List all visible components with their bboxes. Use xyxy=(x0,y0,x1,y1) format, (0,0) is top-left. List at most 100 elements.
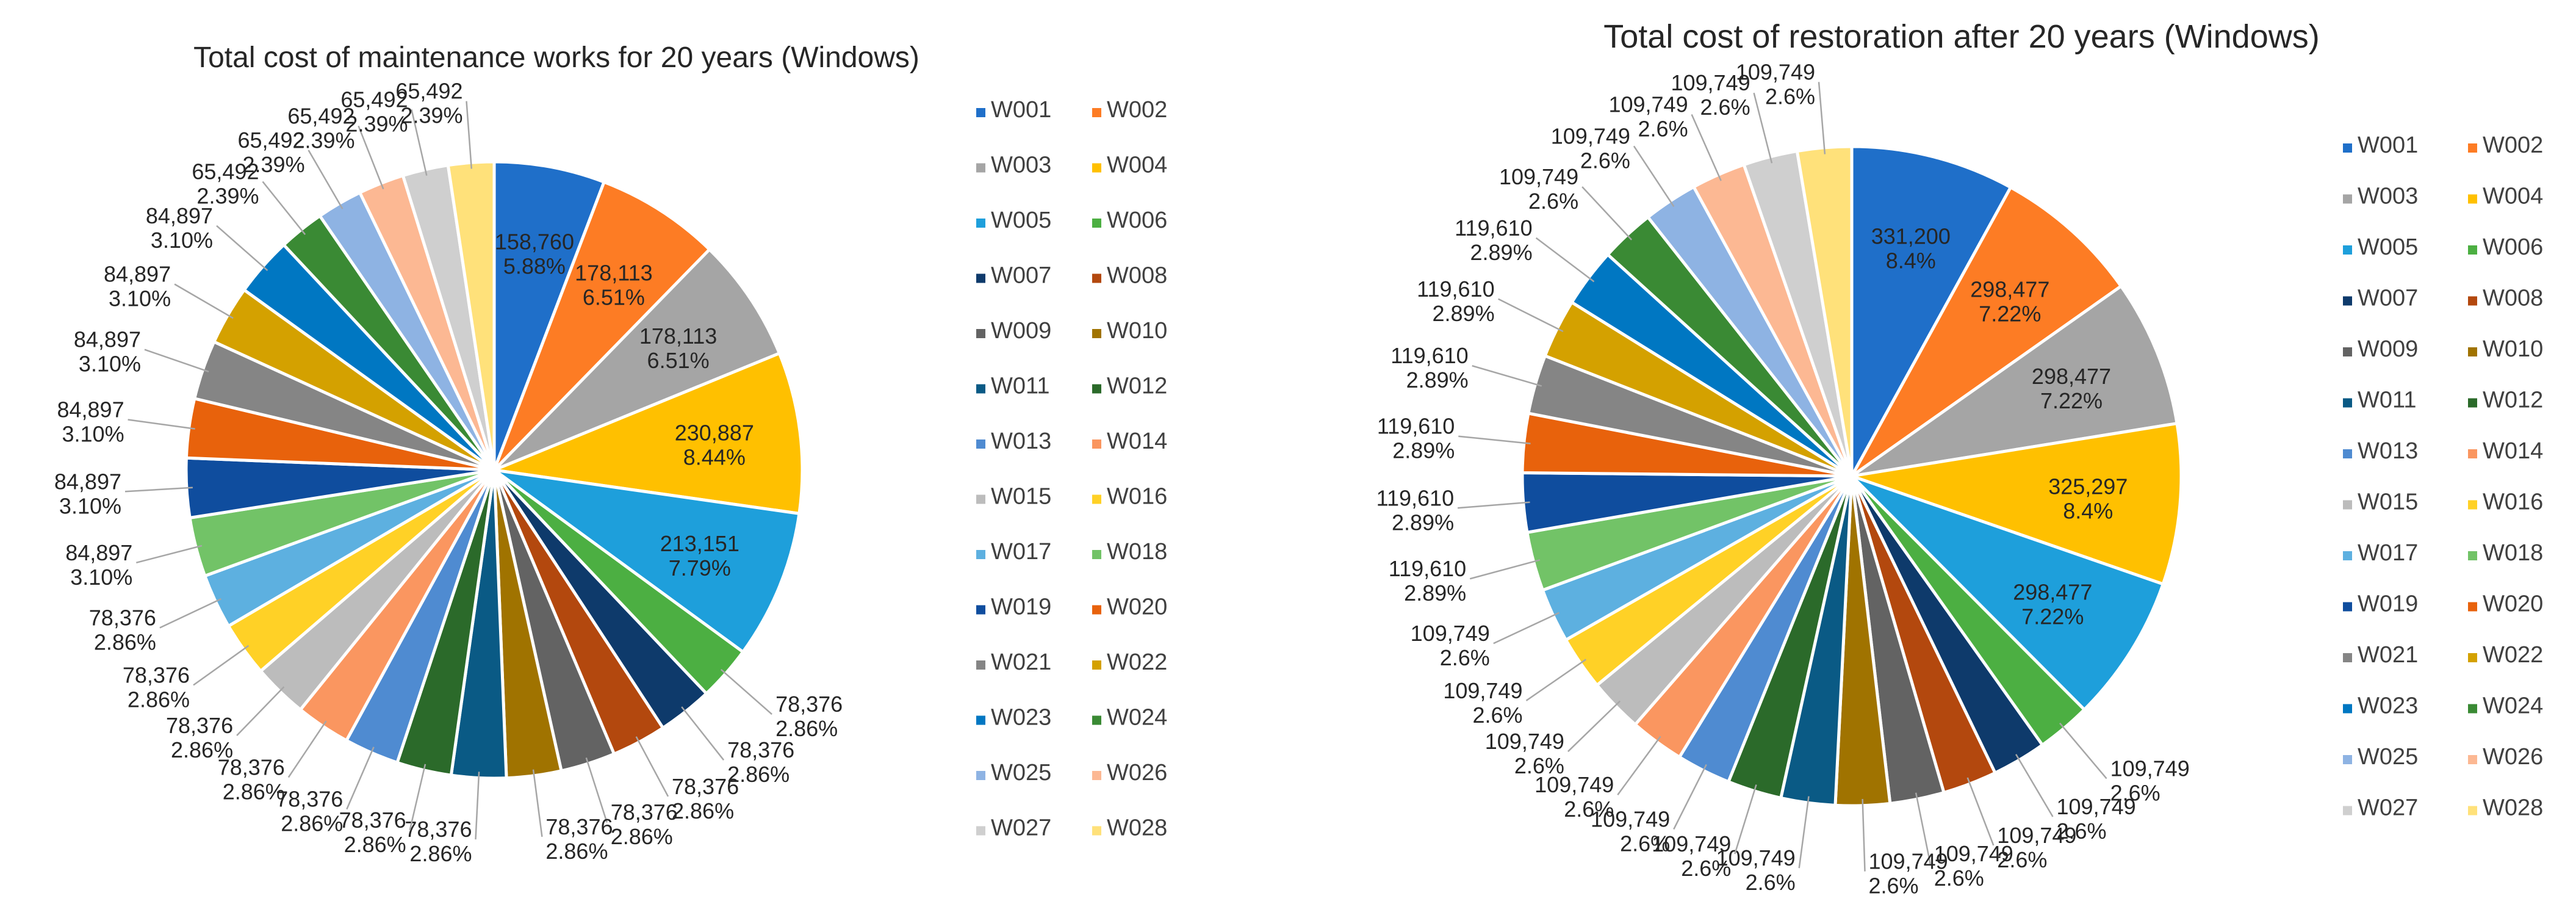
pie-slice-w003 xyxy=(1851,284,2179,478)
pie-slice-w004 xyxy=(1851,421,2183,587)
legend-item-w002: W002 xyxy=(2468,132,2543,158)
legend-maintenance: W001 W002 W003 W004 W005 W006 W007 W008 W009 W010… xyxy=(976,97,1167,841)
legend-item-w025: W025 xyxy=(2343,744,2418,770)
data-label-value-w020: 84,897 xyxy=(57,397,124,422)
data-label-value-w021: 84,897 xyxy=(74,327,141,352)
data-label-percent-w003: 6.51% xyxy=(647,348,710,373)
legend-label-w021: W021 xyxy=(2358,642,2418,668)
leader-line-w015 xyxy=(236,686,285,736)
data-label-percent-w025: 2.39% xyxy=(243,152,305,177)
legend-swatch-w008 xyxy=(2468,296,2477,306)
data-label-value-w002: 178,113 xyxy=(575,261,652,286)
data-label-percent-w014: 2.6% xyxy=(1564,797,1614,822)
legend-swatch-w002 xyxy=(1092,108,1101,117)
legend-item-w014: W014 xyxy=(2468,438,2543,464)
legend-label-w009: W009 xyxy=(991,318,1051,344)
leader-line-w028 xyxy=(1818,82,1826,154)
legend-swatch-w003 xyxy=(976,163,985,173)
data-label-value-w012: 78,376 xyxy=(339,808,406,833)
legend-label-w009: W009 xyxy=(2358,336,2418,362)
legend-swatch-w013 xyxy=(2343,449,2352,458)
legend-item-w021: W021 xyxy=(976,649,1051,675)
chart-title-restoration: Total cost of restoration after 20 years… xyxy=(1603,18,2319,55)
data-label-percent-w023: 3.10% xyxy=(151,228,213,253)
pie-restoration: 331,2008.4%298,4777.22%298,4777.22%325,2… xyxy=(1376,59,2190,898)
leader-line-w013 xyxy=(1673,764,1707,830)
legend-swatch-w020 xyxy=(1092,605,1101,615)
legend-item-w005: W005 xyxy=(2343,234,2418,260)
leader-line-w020 xyxy=(128,419,195,430)
data-label-percent-w018: 2.89% xyxy=(1404,580,1466,606)
legend-swatch-w013 xyxy=(976,439,985,449)
legend-swatch-w007 xyxy=(976,273,985,283)
pie-slice-w005 xyxy=(1851,474,2165,712)
legend-swatch-w012 xyxy=(1092,384,1101,394)
legend-swatch-w018 xyxy=(1092,550,1101,559)
data-label-value-w013: 109,749 xyxy=(1591,807,1670,832)
data-label-percent-w022: 2.89% xyxy=(1433,301,1495,326)
leader-line-w008 xyxy=(1966,777,1995,846)
data-label-percent-w010: 2.6% xyxy=(1869,873,1919,899)
legend-label-w027: W027 xyxy=(2358,795,2418,821)
data-label-percent-w005: 7.22% xyxy=(2021,604,2084,629)
data-label-percent-w008: 2.86% xyxy=(672,798,734,823)
legend-item-w016: W016 xyxy=(1092,484,1167,510)
data-label-percent-w022: 3.10% xyxy=(109,286,171,311)
data-label-percent-w019: 3.10% xyxy=(59,493,121,518)
data-label-percent-w027: 2.6% xyxy=(1700,95,1750,120)
leader-line-w016 xyxy=(193,645,250,686)
pie-slice-w001 xyxy=(1850,145,2013,477)
data-label-value-w023: 84,897 xyxy=(146,203,213,228)
pie-slice-w002 xyxy=(1850,185,2123,478)
data-label-value-w019: 119,610 xyxy=(1376,485,1454,510)
legend-item-w023: W023 xyxy=(976,705,1051,731)
legend-swatch-w023 xyxy=(976,715,985,725)
data-label-percent-w021: 2.89% xyxy=(1406,367,1469,392)
legend-label-w013: W013 xyxy=(991,428,1051,454)
legend-item-w011: W011 xyxy=(2343,388,2416,413)
legend-label-w027: W027 xyxy=(991,815,1051,841)
legend-label-w020: W020 xyxy=(1107,595,1167,620)
leader-line-w006 xyxy=(2059,722,2107,779)
data-label-value-w008: 78,376 xyxy=(672,774,739,799)
legend-item-w001: W001 xyxy=(2343,132,2418,158)
pie-slice-w002 xyxy=(492,179,712,471)
legend-swatch-w005 xyxy=(976,219,985,228)
legend-swatch-w026 xyxy=(2468,755,2477,764)
data-label-value-w027: 65,492 xyxy=(340,87,408,112)
legend-item-w001: W001 xyxy=(976,97,1051,123)
data-label-value-w028: 65,492 xyxy=(395,79,462,104)
data-label-value-w011: 109,749 xyxy=(1716,845,1796,870)
data-label-percent-w003: 7.22% xyxy=(2040,388,2103,413)
legend-swatch-w010 xyxy=(2468,347,2477,356)
data-label-value-w017: 78,376 xyxy=(89,606,156,631)
legend-item-w025: W025 xyxy=(976,760,1051,786)
data-label-value-w005: 298,477 xyxy=(2013,580,2092,605)
data-label-percent-w007: 2.6% xyxy=(2057,819,2107,844)
data-label-percent-w012: 2.86% xyxy=(344,832,406,857)
legend-label-w018: W018 xyxy=(1107,539,1167,565)
legend-swatch-w021 xyxy=(2343,653,2352,662)
data-label-value-w026: 65,492 xyxy=(287,103,354,128)
data-label-percent-w008: 2.6% xyxy=(1997,847,2047,872)
data-label-value-w028: 109,749 xyxy=(1736,59,1815,84)
legend-item-w003: W003 xyxy=(2343,184,2418,209)
legend-swatch-w011 xyxy=(2343,398,2352,408)
leader-line-w025 xyxy=(1633,145,1675,208)
legend-label-w017: W017 xyxy=(2358,540,2418,566)
data-label-value-w006: 109,749 xyxy=(2110,756,2190,781)
data-label-value-w014: 78,376 xyxy=(218,755,285,780)
data-label-value-w020: 119,610 xyxy=(1377,414,1455,439)
leader-line-w027 xyxy=(1753,92,1773,164)
data-label-value-w018: 119,610 xyxy=(1389,556,1466,581)
data-label-value-w010: 109,749 xyxy=(1869,849,1948,874)
leader-line-w010 xyxy=(532,769,543,837)
data-label-value-w009: 78,376 xyxy=(611,800,678,825)
legend-swatch-w007 xyxy=(2343,296,2352,306)
legend-label-w023: W023 xyxy=(2358,693,2418,719)
data-label-value-w001: 331,200 xyxy=(1871,223,1951,248)
legend-item-w007: W007 xyxy=(2343,286,2418,311)
legend-swatch-w010 xyxy=(1092,329,1101,338)
leader-line-w008 xyxy=(635,736,669,797)
